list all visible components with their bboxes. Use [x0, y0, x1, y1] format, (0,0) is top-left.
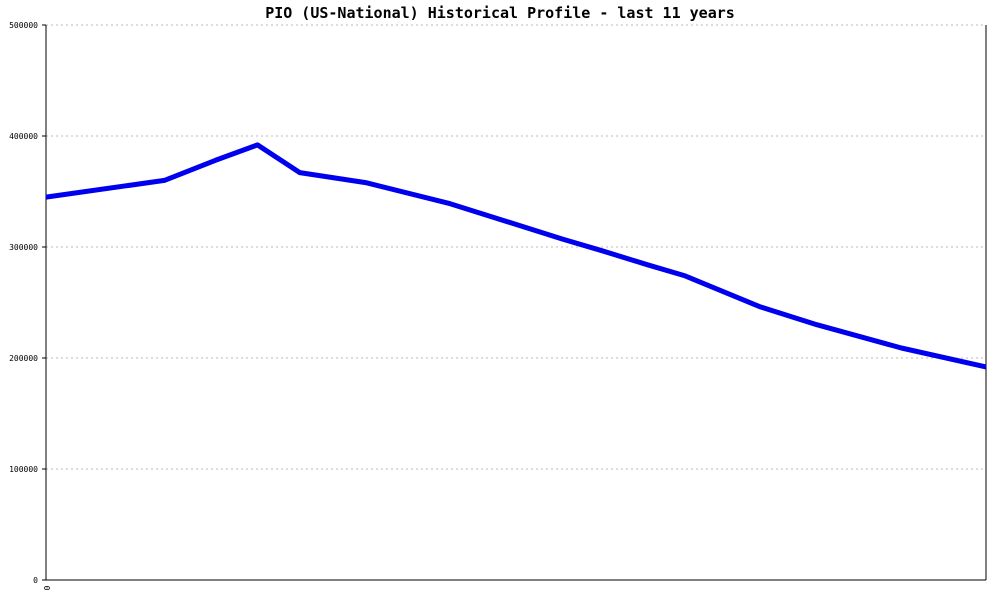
y-tick-label: 300000: [9, 243, 38, 252]
y-tick-label: 100000: [9, 465, 38, 474]
chart-title: PIO (US-National) Historical Profile - l…: [265, 4, 735, 22]
axis-layer: [42, 24, 987, 581]
y-tick-label: 500000: [9, 21, 38, 30]
grid-layer: [46, 24, 986, 470]
series-layer: [45, 142, 987, 370]
series-line: [45, 142, 987, 370]
tick-layer: 0 100000 200000 300000 400000 500000 0: [9, 21, 51, 591]
x-tick-label: 0: [42, 586, 51, 591]
y-tick-label: 0: [33, 576, 38, 585]
y-tick-label: 400000: [9, 132, 38, 141]
y-tick-label: 200000: [9, 354, 38, 363]
